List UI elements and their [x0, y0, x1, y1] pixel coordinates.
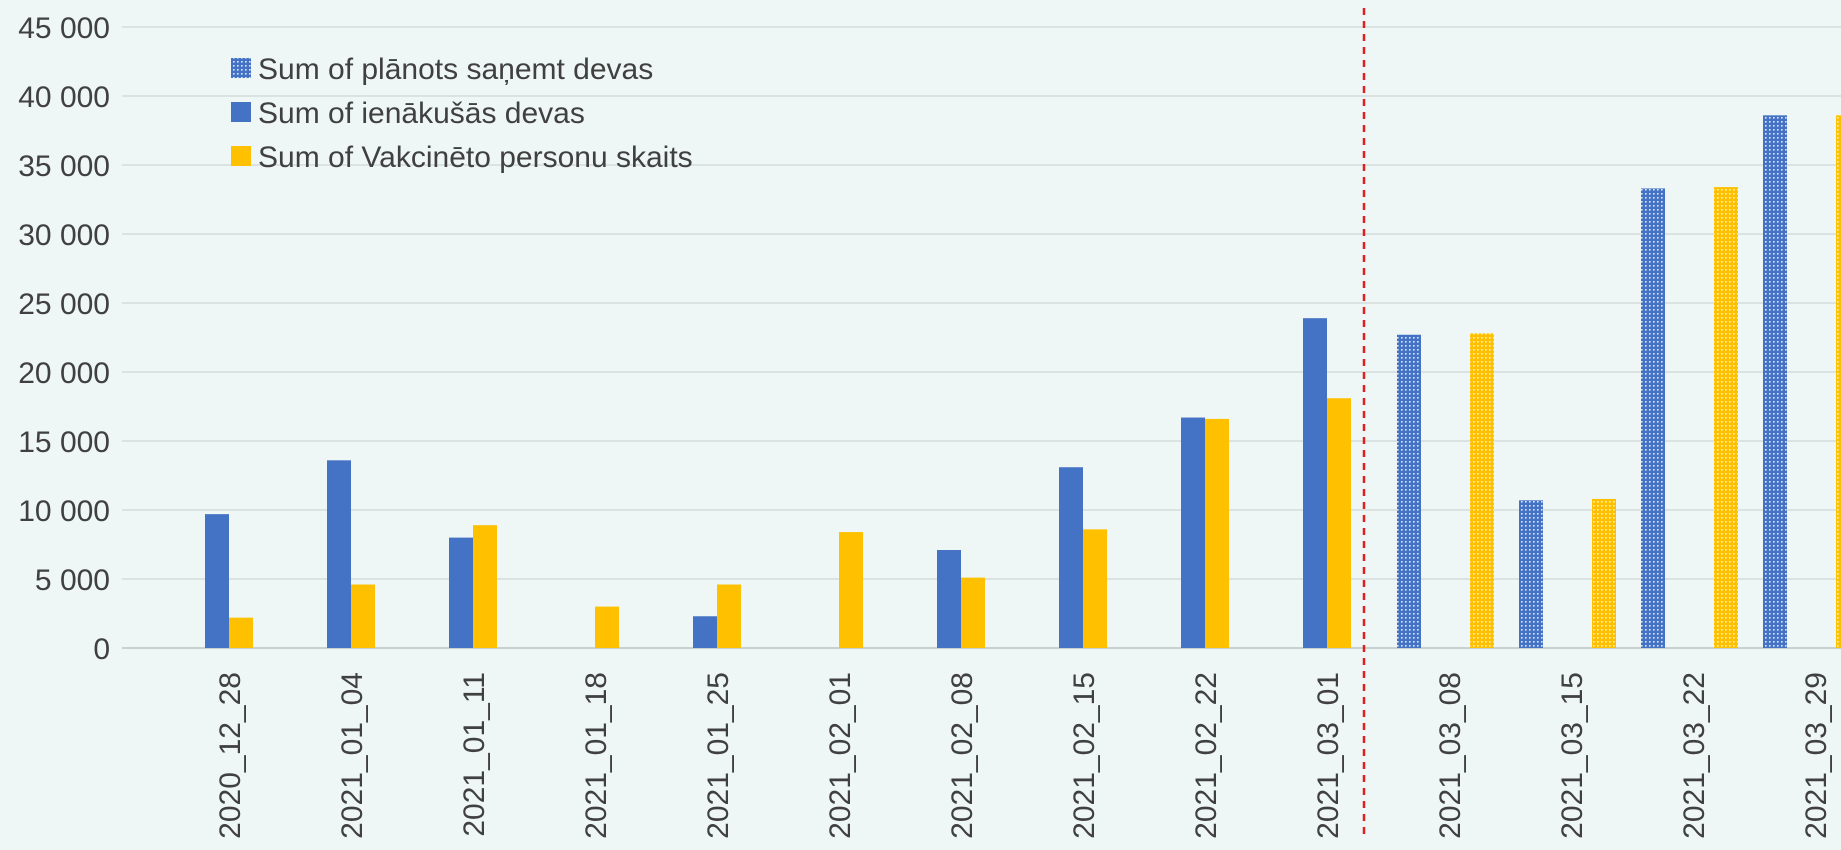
bar-received-doses	[1303, 318, 1327, 648]
x-axis-ticks: 2020_12_28 2021_01_04 2021_01_11 2021_01_18…	[214, 672, 1833, 839]
y-tick-label: 40 000	[18, 81, 110, 114]
bar-received-doses	[327, 460, 351, 648]
bar-received-doses	[1059, 467, 1083, 648]
bars	[205, 115, 1841, 648]
bar-received-doses	[693, 616, 717, 648]
y-tick-label: 20 000	[18, 357, 110, 390]
x-tick-label: 2021_03_29	[1800, 672, 1833, 839]
x-tick-label: 2021_02_15	[1068, 672, 1101, 839]
legend-label: Sum of plānots saņemt devas	[258, 53, 653, 86]
legend-swatch-vaccinated	[231, 146, 251, 166]
bar-received-doses	[449, 537, 473, 648]
x-tick-label: 2021_02_01	[824, 672, 857, 839]
bar-vaccinated-persons	[1327, 398, 1351, 648]
x-tick-label: 2021_03_15	[1556, 672, 1589, 839]
legend-label: Sum of ienākušās devas	[258, 97, 585, 130]
x-tick-label: 2021_01_04	[336, 672, 369, 839]
x-tick-label: 2021_01_11	[458, 672, 491, 837]
y-tick-label: 0	[93, 633, 110, 666]
y-tick-label: 25 000	[18, 288, 110, 321]
bar-vaccinated-persons	[961, 577, 985, 648]
gridlines	[122, 26, 1841, 649]
bar-received-doses	[1181, 417, 1205, 648]
y-tick-label: 15 000	[18, 426, 110, 459]
y-tick-label: 35 000	[18, 150, 110, 183]
y-axis-ticks: 0 5 000 10 000 15 000 20 000 25 000 30 000 35 0…	[18, 12, 110, 666]
bar-vaccinated-persons	[1592, 498, 1616, 648]
bar-received-doses	[205, 514, 229, 648]
bar-vaccinated-persons	[1083, 529, 1107, 648]
x-tick-label: 2021_03_08	[1434, 672, 1467, 839]
y-tick-label: 30 000	[18, 219, 110, 252]
bar-vaccinated-persons	[229, 617, 253, 648]
bar-received-doses	[937, 550, 961, 648]
x-tick-label: 2021_02_08	[946, 672, 979, 839]
y-tick-label: 45 000	[18, 12, 110, 45]
bar-vaccinated-persons	[595, 606, 619, 648]
x-tick-label: 2021_03_22	[1678, 672, 1711, 839]
bar-planned-doses	[1641, 188, 1665, 648]
y-tick-label: 5 000	[35, 564, 110, 597]
bar-planned-doses	[1763, 115, 1787, 648]
x-tick-label: 2021_03_01	[1312, 672, 1345, 839]
x-tick-label: 2021_01_25	[702, 672, 735, 839]
legend-swatch-received	[231, 102, 251, 122]
bar-vaccinated-persons	[1714, 187, 1738, 648]
bar-vaccinated-persons	[1205, 418, 1229, 648]
bar-planned-doses	[1519, 500, 1543, 648]
x-tick-label: 2021_02_22	[1190, 672, 1223, 839]
bar-vaccinated-persons	[351, 584, 375, 648]
legend-swatch-planned	[231, 58, 251, 78]
x-tick-label: 2020_12_28	[214, 672, 247, 839]
x-tick-label: 2021_01_18	[580, 672, 613, 839]
legend-label: Sum of Vakcinēto personu skaits	[258, 141, 693, 174]
bar-vaccinated-persons	[473, 525, 497, 648]
legend: Sum of plānots saņemt devas Sum of ienāku…	[231, 53, 693, 174]
bar-vaccinated-persons	[717, 584, 741, 648]
bar-vaccinated-persons	[839, 532, 863, 648]
y-tick-label: 10 000	[18, 495, 110, 528]
bar-vaccinated-persons	[1836, 115, 1841, 648]
bar-planned-doses	[1397, 334, 1421, 648]
bar-vaccinated-persons	[1470, 333, 1494, 648]
